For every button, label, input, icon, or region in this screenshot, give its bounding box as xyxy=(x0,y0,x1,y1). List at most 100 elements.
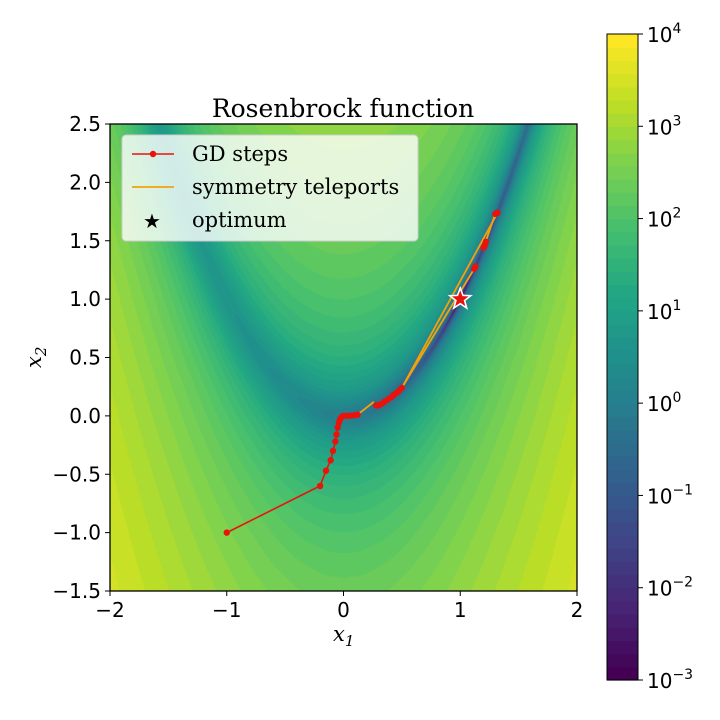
colorbar-band xyxy=(607,271,638,286)
legend-gd-label: GD steps xyxy=(192,142,288,166)
colorbar-band xyxy=(607,363,638,378)
colorbar-band xyxy=(607,310,638,325)
colorbar-band xyxy=(607,403,638,417)
gd-step-point xyxy=(333,431,340,438)
colorbar-ticks: 104 103 102 101 100 10−1 10−2 10−3 xyxy=(638,21,693,693)
gd-step-point xyxy=(332,438,339,445)
colorbar-band xyxy=(607,469,638,483)
y-axis-label-sub: 2 xyxy=(32,347,50,358)
colorbar-band xyxy=(607,350,638,365)
colorbar-band xyxy=(607,165,638,180)
gd-step-point xyxy=(329,447,337,455)
colorbar-band xyxy=(607,508,638,523)
y-tick-label: 0.0 xyxy=(69,404,101,428)
colorbar-frame xyxy=(606,33,639,681)
colorbar: 104 103 102 101 100 10−1 10−2 10−3 xyxy=(606,21,693,693)
colorbar-band xyxy=(607,47,638,61)
colorbar-band xyxy=(607,218,638,233)
legend-teleport-label: symmetry teleports xyxy=(192,175,399,199)
gd-step-point xyxy=(471,265,478,272)
colorbar-band xyxy=(607,126,638,141)
y-axis-label: x2 xyxy=(22,347,50,368)
colorbar-band xyxy=(607,495,638,510)
gd-step-point xyxy=(223,529,230,536)
colorbar-band xyxy=(607,297,638,312)
colorbar-band xyxy=(607,627,638,642)
colorbar-band xyxy=(607,258,638,272)
colorbar-band xyxy=(607,574,638,589)
colorbar-band xyxy=(607,192,638,206)
colorbar-band xyxy=(607,640,638,655)
y-axis-label-main: x xyxy=(22,356,46,368)
colorbar-band xyxy=(607,376,638,391)
colorbar-tick-label: 103 xyxy=(647,113,681,139)
colorbar-band xyxy=(607,152,638,167)
colorbar-band xyxy=(607,179,638,193)
legend-optimum-label: optimum xyxy=(192,208,287,232)
colorbar-band xyxy=(607,99,638,114)
colorbar-band xyxy=(607,561,638,576)
colorbar-bands xyxy=(607,34,638,681)
colorbar-band xyxy=(607,666,638,681)
colorbar-tick-label: 10−3 xyxy=(647,667,693,693)
colorbar-band xyxy=(607,34,638,48)
gd-step-point xyxy=(492,210,499,218)
colorbar-band xyxy=(607,86,638,101)
teleport-segment xyxy=(356,401,375,416)
legend-optimum-star-icon: ★ xyxy=(143,209,161,233)
x-tick-label: −1 xyxy=(212,598,241,622)
colorbar-band xyxy=(607,587,638,602)
colorbar-band xyxy=(607,416,638,431)
colorbar-band xyxy=(607,205,638,220)
colorbar-band xyxy=(607,534,638,549)
colorbar-band xyxy=(607,73,638,88)
y-tick-label: 0.5 xyxy=(69,346,101,370)
colorbar-band xyxy=(607,653,638,668)
colorbar-band xyxy=(607,389,638,404)
gd-step-point xyxy=(398,384,406,392)
colorbar-tick-label: 10−2 xyxy=(647,575,693,601)
gd-step-point xyxy=(327,457,334,464)
colorbar-band xyxy=(607,521,638,536)
legend: GD steps symmetry teleports ★ optimum xyxy=(121,134,419,242)
gd-step-point xyxy=(354,411,361,418)
colorbar-band xyxy=(607,113,638,127)
colorbar-band xyxy=(607,324,638,338)
x-axis-label-main: x xyxy=(333,622,345,646)
colorbar-band xyxy=(607,614,638,628)
x-axis: −2 −1 0 1 2 xyxy=(95,591,583,622)
colorbar-band xyxy=(607,482,638,497)
colorbar-band xyxy=(607,600,638,615)
x-tick-label: 0 xyxy=(337,598,350,622)
colorbar-band xyxy=(607,548,638,562)
y-tick-label: 2.5 xyxy=(69,112,101,136)
teleport-segment xyxy=(401,212,499,389)
y-tick-label: 2.0 xyxy=(69,170,101,194)
colorbar-tick-label: 101 xyxy=(647,298,681,324)
x-tick-label: 2 xyxy=(571,598,584,622)
gd-step-point xyxy=(316,482,324,490)
teleport-segment xyxy=(401,268,476,389)
colorbar-tick-label: 100 xyxy=(647,390,681,416)
colorbar-tick-label: 104 xyxy=(647,21,681,47)
colorbar-tick-label: 102 xyxy=(647,206,681,232)
colorbar-band xyxy=(607,429,638,444)
gd-step-point xyxy=(480,244,487,251)
x-tick-label: −2 xyxy=(95,598,124,622)
colorbar-tick-label: 10−1 xyxy=(647,482,693,508)
trajectory-layer xyxy=(223,209,501,536)
colorbar-band xyxy=(607,337,638,351)
chart-title: Rosenbrock function xyxy=(212,94,474,123)
optimum-star-icon xyxy=(447,285,473,310)
y-tick-label: −1.0 xyxy=(52,521,101,545)
x-axis-label: x1 xyxy=(333,622,354,650)
colorbar-band xyxy=(607,455,638,470)
x-axis-label-sub: 1 xyxy=(345,632,355,650)
legend-gd-marker xyxy=(149,150,157,158)
colorbar-band xyxy=(607,60,638,75)
y-tick-label: 1.0 xyxy=(69,287,101,311)
y-tick-label: −1.5 xyxy=(52,579,101,603)
legend-box xyxy=(121,134,419,242)
y-tick-label: −0.5 xyxy=(52,462,101,486)
